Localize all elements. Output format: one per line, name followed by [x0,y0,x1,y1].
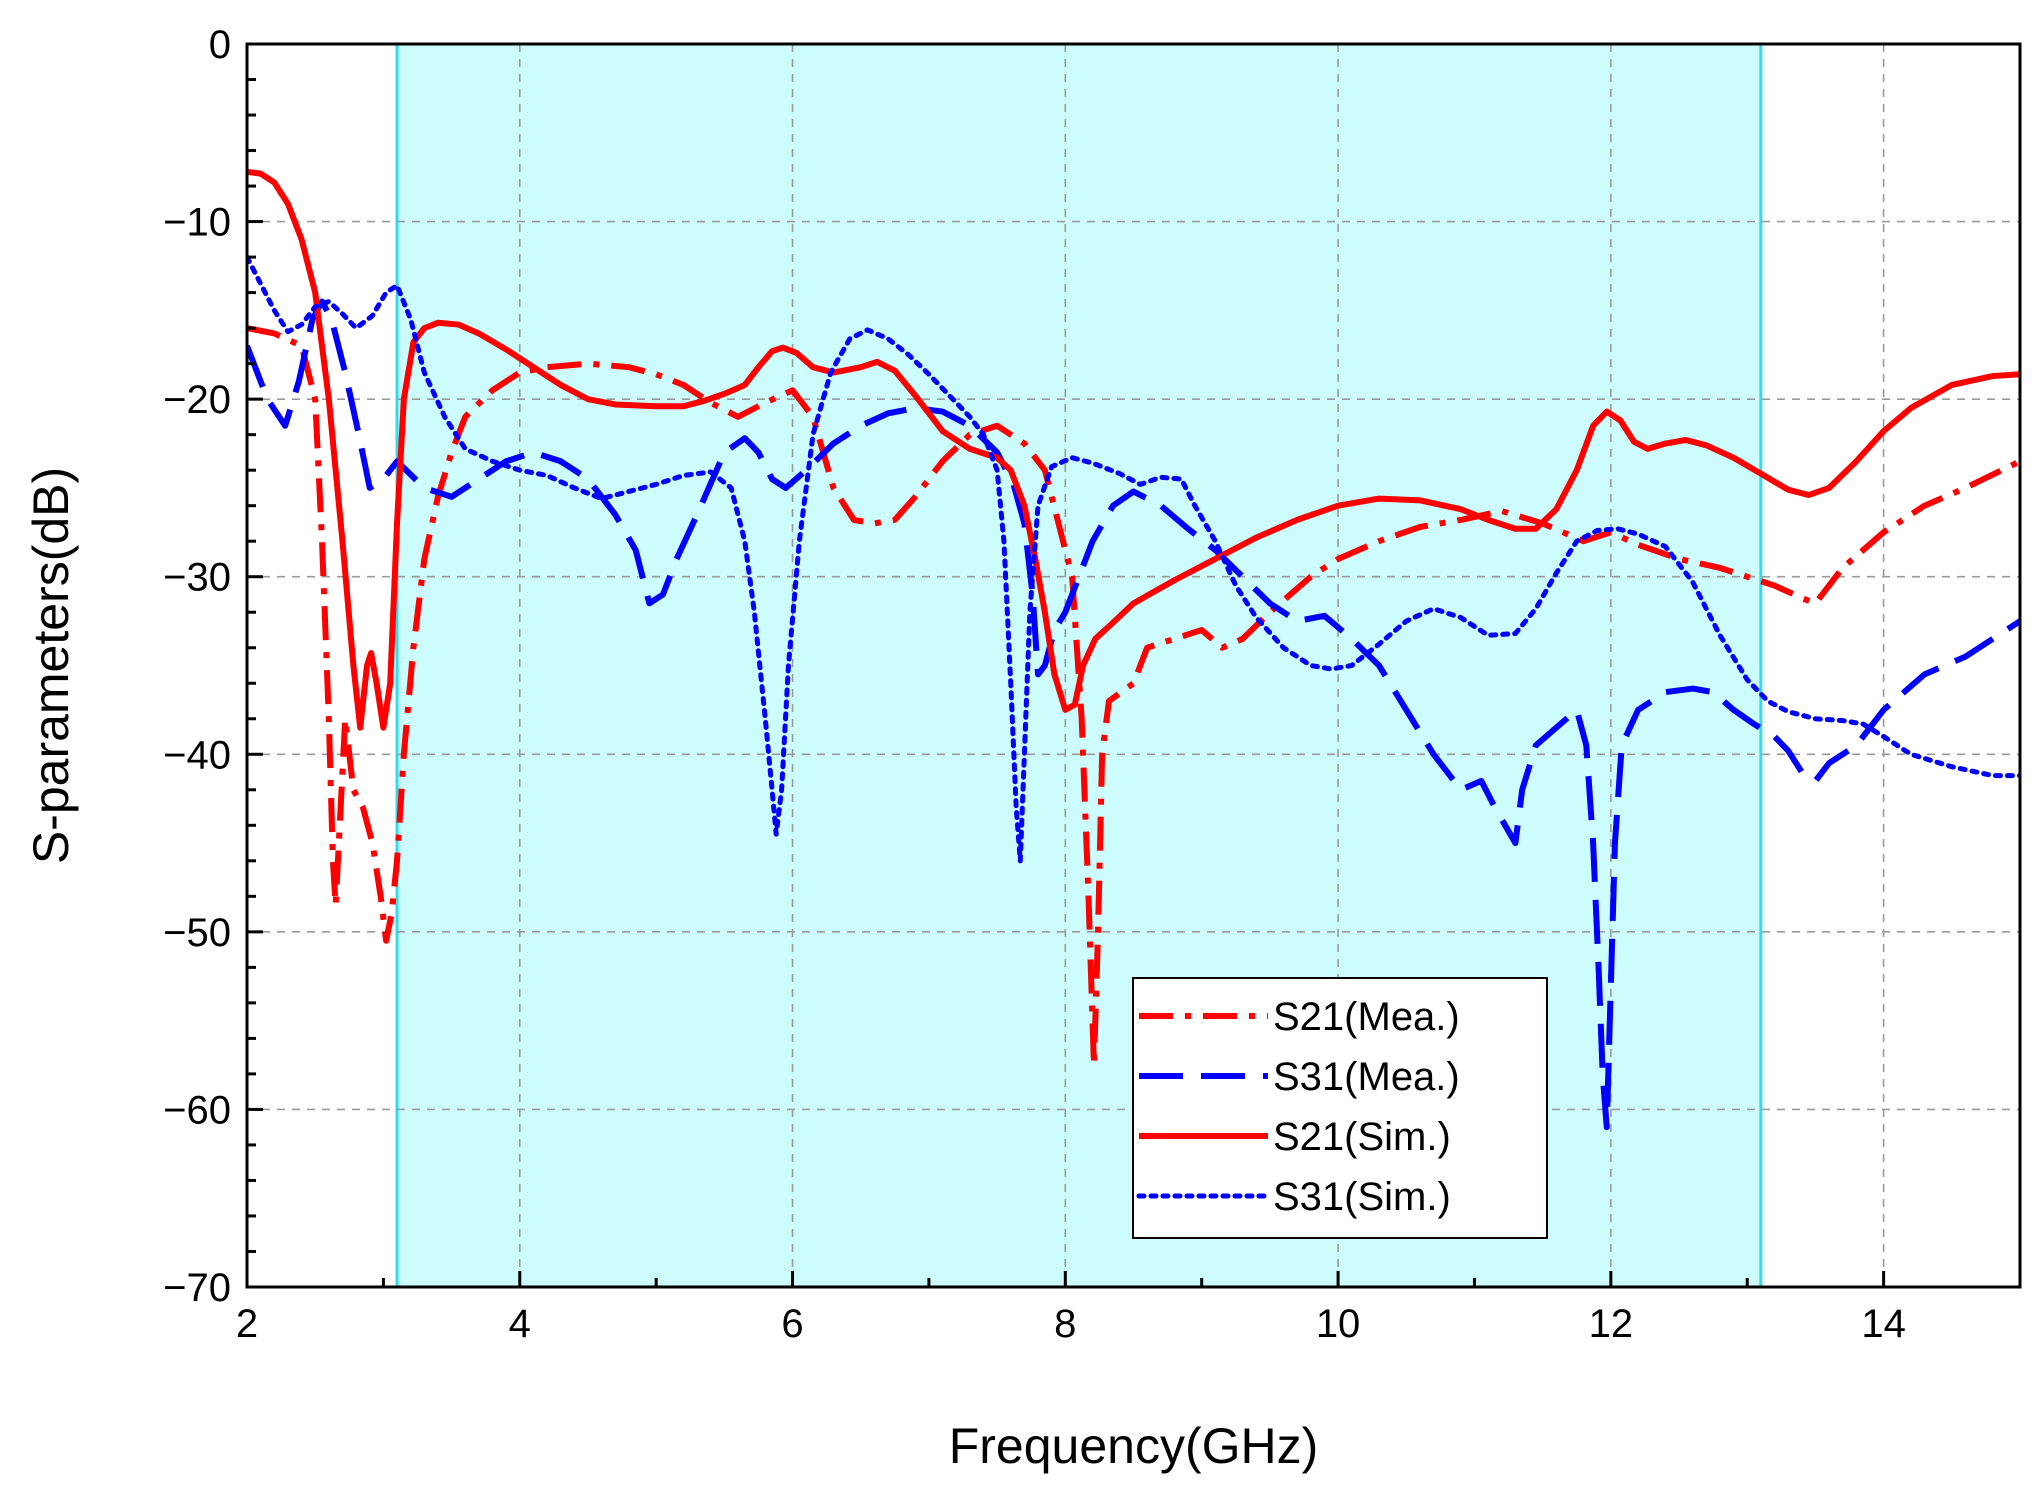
axes-layer [245,42,2022,1289]
x-axis-title: Frequency(GHz) [949,1418,1319,1474]
axis-titles-layer: Frequency(GHz) S-parameters(dB) [23,467,1318,1474]
legend-label: S21(Sim.) [1273,1115,1451,1159]
y-tick-label: −40 [163,733,231,777]
legend-label: S21(Mea.) [1273,995,1460,1039]
series-layer [247,168,2020,1131]
x-tick-label: 10 [1316,1302,1361,1346]
tick-labels-layer: 2 4 6 8 10 12 14 0 −10 −20 −30 −40 −50 −60 −70 [163,23,1906,1346]
y-tick-label: −70 [163,1266,231,1310]
y-tick-label: −10 [163,201,231,245]
y-tick-label: −20 [163,378,231,422]
series-line-s21-mea [247,325,2020,1069]
y-tick-label: 0 [209,23,231,67]
x-tick-label: 4 [509,1302,531,1346]
y-tick-label: −60 [163,1088,231,1132]
plot-frame [245,42,2022,1289]
y-tick-label: −50 [163,911,231,955]
legend: S21(Mea.) S31(Mea.) S21(Sim.) S31(Sim.) [1132,977,1548,1239]
y-tick-label: −30 [163,556,231,600]
x-tick-label: 2 [236,1302,258,1346]
x-tick-label: 12 [1589,1302,1634,1346]
x-tick-label: 8 [1054,1302,1076,1346]
series-line-s21-sim [247,168,2020,731]
legend-label: S31(Sim.) [1273,1175,1451,1219]
x-tick-label: 6 [781,1302,803,1346]
series-line-s31-mea [247,298,2020,1131]
x-tick-label: 14 [1861,1302,1906,1346]
series-line-s31-sim [247,254,2020,864]
y-axis-title: S-parameters(dB) [23,467,79,864]
legend-label: S31(Mea.) [1273,1055,1460,1099]
